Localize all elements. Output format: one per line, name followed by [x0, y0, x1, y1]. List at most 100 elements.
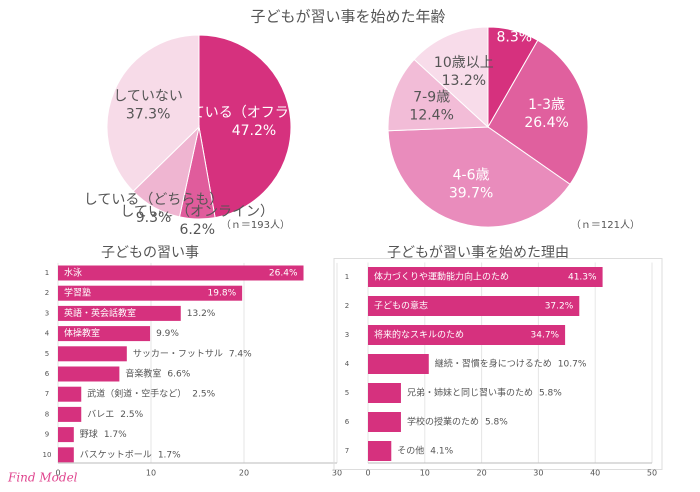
bar-label: 子どもの意志: [374, 300, 428, 312]
bar: [368, 296, 580, 316]
slice-label: 10歳以上: [434, 55, 494, 71]
slice-value: 8.3%: [497, 29, 533, 45]
value-label: 10.7%: [558, 360, 587, 370]
pie-slice: [413, 26, 489, 129]
value-label: 41.3%: [568, 273, 597, 283]
x-tick-label: 20: [477, 469, 487, 478]
value-label: 19.8%: [208, 289, 237, 299]
slice-value: 47.2%: [232, 123, 276, 139]
value-label: 37.2%: [545, 302, 574, 312]
rank-label: 1: [45, 269, 49, 277]
rank-label: 10: [43, 451, 52, 459]
rank-label: 9: [45, 431, 49, 439]
bar: [58, 406, 82, 422]
bar: [368, 267, 603, 287]
bar: [368, 354, 429, 374]
pie-slice: [198, 34, 292, 219]
slice-label: 4-6歳: [453, 168, 490, 184]
rank-label: 5: [45, 350, 49, 358]
rank-label: 2: [45, 289, 49, 297]
slice-value: 39.7%: [449, 186, 493, 202]
bar: [58, 326, 151, 342]
slice-label: していない: [113, 89, 183, 105]
value-label: 1.7%: [158, 450, 181, 460]
slice-label: している（オフライン）: [177, 105, 331, 121]
rank-label: 1: [345, 273, 349, 281]
plot-frame: [333, 258, 663, 470]
page-title: 子どもが習い事を始めた年齢: [250, 8, 445, 26]
chart-title: 子どもの習い事: [101, 245, 199, 261]
slice-value: 26.4%: [524, 115, 568, 131]
bar: [58, 346, 127, 362]
value-label: 9.9%: [156, 329, 179, 339]
bar-label: サッカー・フットサル: [133, 348, 223, 359]
x-tick-label: 10: [420, 469, 430, 478]
bar-label: バスケットボール: [80, 449, 152, 460]
rank-label: 3: [45, 309, 49, 317]
x-tick-label: 0: [365, 469, 370, 478]
value-label: 34.7%: [531, 331, 560, 341]
x-tick-label: 0: [55, 469, 60, 478]
logo: Find Model: [7, 471, 78, 485]
slice-value: 13.2%: [442, 73, 486, 89]
bar: [58, 447, 74, 463]
rank-label: 2: [345, 302, 349, 310]
bar: [58, 305, 181, 321]
bar-label: 体力づくりや運動能力向上のため: [374, 271, 509, 283]
x-tick-label: 10: [146, 469, 156, 478]
value-label: 26.4%: [269, 269, 298, 279]
rank-label: 4: [345, 360, 350, 368]
value-label: 13.2%: [187, 309, 216, 319]
slice-value: 6.2%: [179, 222, 215, 238]
bar: [368, 383, 401, 403]
bar-label: 野球: [80, 428, 98, 440]
pie-slice: [387, 126, 571, 228]
bar: [368, 325, 566, 345]
bar-label: 学習塾: [64, 287, 91, 299]
chart-title: 子どもが習い事を始めた理由: [387, 245, 569, 261]
x-tick-label: 40: [590, 469, 600, 478]
bar: [58, 265, 304, 281]
rank-label: 6: [345, 418, 350, 426]
bar-label: バレエ: [87, 409, 114, 420]
bar-label: 英語・英会話教室: [64, 307, 136, 319]
bar: [368, 441, 392, 461]
bar-label: 水泳: [64, 267, 82, 279]
bar-label: 体操教室: [64, 327, 100, 339]
value-label: 5.8%: [485, 418, 508, 428]
value-label: 2.5%: [192, 390, 215, 400]
bar-label: 将来的なスキルのため: [374, 329, 464, 341]
pie-slice: [387, 58, 490, 132]
value-label: 2.5%: [120, 410, 143, 420]
pie-slice: [106, 34, 200, 192]
pie-slice: [487, 39, 589, 185]
rank-label: 3: [345, 331, 349, 339]
bar-label: 音楽教室: [125, 368, 161, 380]
x-tick-label: 30: [332, 469, 342, 478]
bar: [368, 412, 401, 432]
slice-label: 1-3歳: [528, 97, 565, 113]
bar-label: 兄弟・姉妹と同じ習い事のため: [407, 387, 533, 399]
value-label: 7.4%: [229, 349, 252, 359]
x-tick-label: 20: [239, 469, 249, 478]
rank-label: 4: [45, 330, 50, 338]
bar-label: 継続・習慣を身につけるため: [435, 358, 552, 370]
value-label: 5.8%: [539, 389, 562, 399]
slice-value: 37.3%: [126, 107, 170, 123]
slice-value: 12.4%: [409, 107, 453, 123]
bar: [58, 366, 120, 382]
rank-label: 7: [345, 447, 349, 455]
bar: [58, 386, 82, 402]
value-label: 1.7%: [104, 430, 127, 440]
bar-label: 武道（剣道・空手など）: [87, 388, 186, 400]
x-tick-label: 30: [533, 469, 543, 478]
slice-value: 9.3%: [136, 210, 172, 226]
rank-label: 7: [45, 390, 49, 398]
slice-label: 0歳: [503, 11, 526, 27]
bar-label: その他: [397, 445, 424, 457]
slice-label: 7-9歳: [413, 89, 450, 105]
rank-label: 6: [45, 370, 50, 378]
bar: [58, 285, 243, 301]
sample-note: （ｎ＝193人）: [221, 219, 290, 231]
